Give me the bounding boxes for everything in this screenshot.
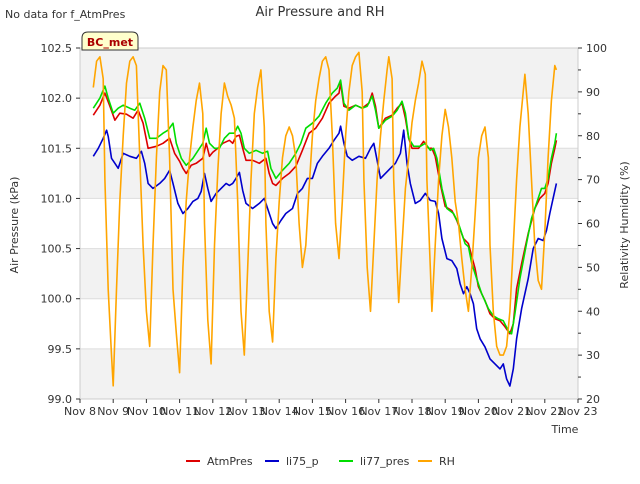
station-badge-label: BC_met: [87, 36, 133, 49]
y-right-tick-label: 100: [586, 42, 607, 55]
background-band: [80, 148, 578, 199]
legend-label: AtmPres: [207, 455, 253, 468]
y-left-tick-label: 100.5: [41, 243, 73, 256]
legend-label: RH: [439, 455, 455, 468]
y-right-axis-ticks: 20 30 40 50 60 70 80 90 100: [578, 42, 607, 406]
y-left-tick-label: 102.0: [41, 92, 73, 105]
background-band: [80, 248, 578, 299]
legend: AtmPres li75_p li77_pres RH: [186, 455, 455, 468]
y-right-axis-label: Relativity Humidity (%): [618, 161, 631, 288]
y-right-tick-label: 30: [586, 349, 600, 362]
y-left-tick-label: 101.0: [41, 192, 73, 205]
series-line-li75_p: [92, 125, 558, 387]
station-badge-box: [81, 31, 139, 51]
x-tick-label: Nov 16: [326, 405, 365, 418]
series-layer: [92, 51, 558, 387]
x-tick-label: Nov 12: [193, 405, 232, 418]
y-right-tick-label: 70: [586, 174, 600, 187]
y-left-tick-label: 99.0: [48, 393, 73, 406]
y-right-tick-label: 50: [586, 261, 600, 274]
y-left-tick-label: 99.5: [48, 343, 73, 356]
x-axis-label: Time: [551, 423, 579, 436]
no-data-note: No data for f_AtmPres: [5, 8, 126, 21]
series-line-rh: [92, 51, 558, 387]
x-tick-label: Nov 13: [227, 405, 266, 418]
x-tick-label: Nov 19: [426, 405, 465, 418]
x-tick-label: Nov 11: [160, 405, 199, 418]
chart-title: Air Pressure and RH: [255, 5, 384, 20]
legend-label: li75_p: [286, 455, 319, 468]
y-left-axis-label: Air Pressure (kPa): [8, 177, 21, 274]
station-badge: BC_met: [81, 31, 139, 51]
x-tick-label: Nov 10: [127, 405, 166, 418]
y-left-tick-label: 101.5: [41, 142, 73, 155]
y-right-tick-label: 20: [586, 393, 600, 406]
x-tick-label: Nov 22: [525, 405, 564, 418]
y-right-tick-label: 90: [586, 86, 600, 99]
x-tick-label: Nov 15: [293, 405, 332, 418]
x-tick-label: Nov 9: [97, 405, 129, 418]
x-tick-label: Nov 18: [393, 405, 432, 418]
background-band: [80, 348, 578, 399]
y-left-tick-label: 100.0: [41, 293, 73, 306]
x-tick-label: Nov 21: [492, 405, 531, 418]
y-right-tick-label: 40: [586, 305, 600, 318]
x-tick-label: Nov 23: [559, 405, 598, 418]
y-right-tick-label: 60: [586, 218, 600, 231]
y-left-axis-ticks: 99.0 99.5 100.0 100.5 101.0 101.5 102.0 102.5: [41, 42, 80, 406]
y-right-tick-label: 80: [586, 130, 600, 143]
x-tick-label: Nov 14: [260, 405, 299, 418]
x-tick-label: Nov 8: [64, 405, 96, 418]
y-left-tick-label: 102.5: [41, 42, 73, 55]
legend-label: li77_pres: [360, 455, 410, 468]
x-tick-label: Nov 20: [459, 405, 498, 418]
series-line-li77_pres: [92, 79, 558, 335]
x-tick-label: Nov 17: [359, 405, 398, 418]
